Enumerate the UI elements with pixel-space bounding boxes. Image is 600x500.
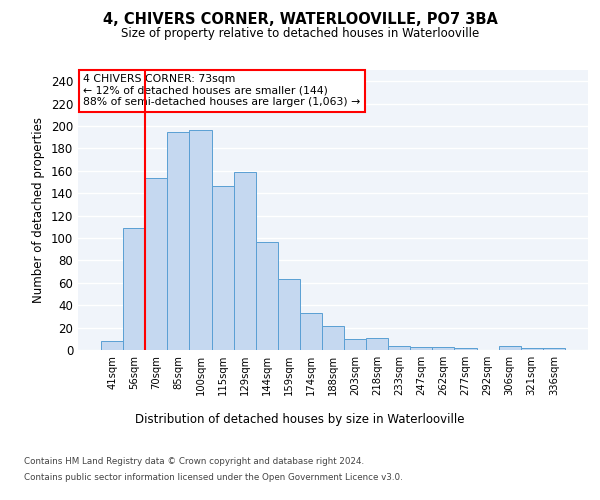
Bar [256, 242, 278, 350]
Text: 4, CHIVERS CORNER, WATERLOOVILLE, PO7 3BA: 4, CHIVERS CORNER, WATERLOOVILLE, PO7 3B… [103, 12, 497, 28]
Text: Distribution of detached houses by size in Waterlooville: Distribution of detached houses by size … [135, 412, 465, 426]
Bar [145, 178, 167, 350]
Text: Size of property relative to detached houses in Waterlooville: Size of property relative to detached ho… [121, 28, 479, 40]
Text: 4 CHIVERS CORNER: 73sqm
← 12% of detached houses are smaller (144)
88% of semi-d: 4 CHIVERS CORNER: 73sqm ← 12% of detache… [83, 74, 361, 108]
Bar [123, 228, 145, 350]
Bar [190, 130, 212, 350]
Bar [233, 172, 256, 350]
Bar [212, 186, 233, 350]
Bar [521, 348, 543, 350]
Bar [278, 280, 300, 350]
Bar [101, 341, 123, 350]
Bar [543, 348, 565, 350]
Bar [388, 346, 410, 350]
Bar [454, 348, 476, 350]
Y-axis label: Number of detached properties: Number of detached properties [32, 117, 45, 303]
Bar [433, 346, 454, 350]
Bar [344, 339, 366, 350]
Text: Contains HM Land Registry data © Crown copyright and database right 2024.: Contains HM Land Registry data © Crown c… [24, 458, 364, 466]
Bar [322, 326, 344, 350]
Bar [300, 313, 322, 350]
Bar [499, 346, 521, 350]
Bar [366, 338, 388, 350]
Bar [410, 346, 433, 350]
Bar [167, 132, 190, 350]
Text: Contains public sector information licensed under the Open Government Licence v3: Contains public sector information licen… [24, 472, 403, 482]
